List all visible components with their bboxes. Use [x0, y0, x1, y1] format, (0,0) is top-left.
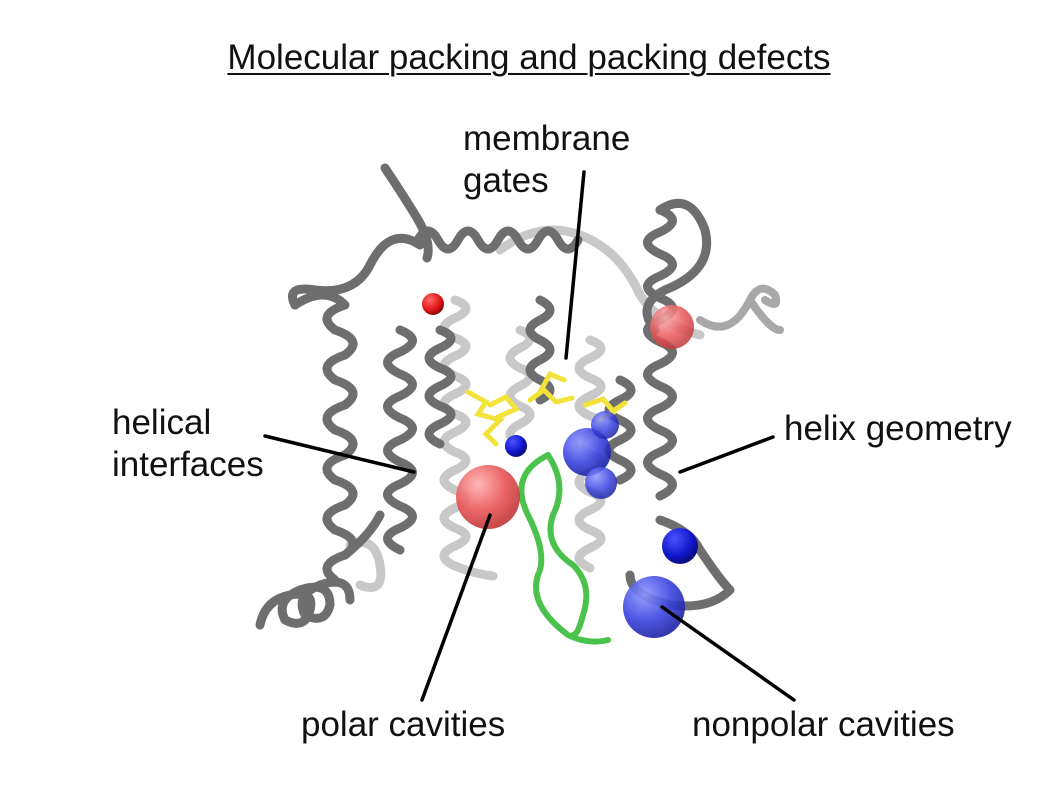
right-tail [696, 284, 784, 334]
label-membrane-gates-line2: gates [463, 161, 549, 200]
green-loop [518, 452, 611, 645]
nonpolar-cavity-5 [662, 528, 698, 564]
label-membrane-gates-line1: membrane [463, 119, 631, 158]
leader-lines [263, 170, 796, 702]
label-helical-interfaces-line2: interfaces [112, 445, 264, 484]
label-membrane-gates: membrane gates [463, 118, 630, 202]
nonpolar-cavity-3 [585, 467, 617, 499]
leader-polar-cavities [420, 513, 492, 702]
label-helical-interfaces-line1: helical [112, 403, 212, 442]
label-helical-interfaces: helical interfaces [112, 402, 264, 486]
label-polar-cavities: polar cavities [301, 705, 506, 744]
leader-membrane-gates [564, 170, 586, 360]
label-nonpolar-cavities: nonpolar cavities [692, 705, 955, 744]
cavity-spheres [422, 293, 698, 638]
label-helix-geometry: helix geometry [784, 409, 1012, 448]
nonpolar-cavity-4 [591, 411, 619, 439]
foreground-helices [255, 163, 735, 630]
leader-nonpolar-cavities [660, 605, 796, 702]
nonpolar-cavity-large [623, 576, 685, 638]
leader-helical-interfaces [263, 434, 416, 474]
figure-title: Molecular packing and packing defects [227, 38, 831, 77]
polar-cavity-top-right [650, 305, 694, 349]
polar-cavity-large [456, 465, 520, 529]
polar-cavity-small [422, 293, 444, 315]
nonpolar-cavity-1 [505, 435, 527, 457]
nonpolar-cavity-2 [563, 428, 611, 476]
leader-helix-geometry [678, 435, 775, 474]
